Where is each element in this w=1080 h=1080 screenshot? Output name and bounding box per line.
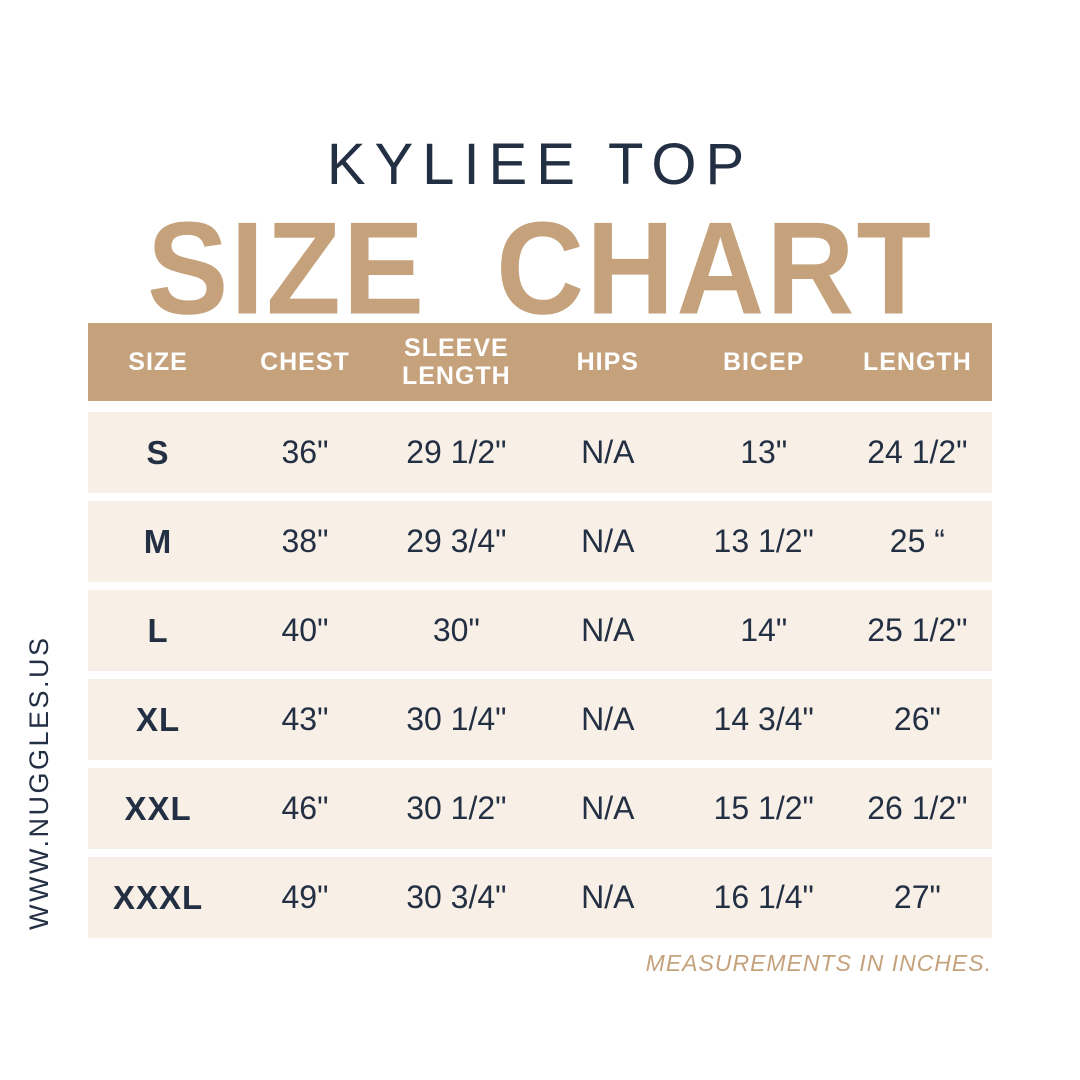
column-header-hips: HIPS xyxy=(576,348,639,376)
hips-value: N/A xyxy=(581,434,635,470)
hips-value: N/A xyxy=(581,612,635,648)
bicep-value: 14 3/4" xyxy=(713,701,814,737)
size-label: M xyxy=(143,522,173,560)
size-label: XXL xyxy=(124,789,192,827)
size-label: L xyxy=(147,611,169,649)
column-header-chest: CHEST xyxy=(260,348,350,376)
table-row-m: M 38" 29 3/4" N/A 13 1/2" 25 “ xyxy=(88,501,992,582)
column-header-bicep: BICEP xyxy=(723,348,805,376)
hips-value: N/A xyxy=(581,879,635,915)
chest-value: 49" xyxy=(281,879,329,915)
bicep-value: 13" xyxy=(740,434,788,470)
bicep-value: 15 1/2" xyxy=(713,790,814,826)
chest-value: 43" xyxy=(281,701,329,737)
chest-value: 46" xyxy=(281,790,329,826)
sleeve-length-value: 29 3/4" xyxy=(406,523,507,559)
bicep-value: 13 1/2" xyxy=(713,523,814,559)
hips-value: N/A xyxy=(581,523,635,559)
size-label: XXXL xyxy=(112,878,204,916)
column-header-sleeve-length: SLEEVE LENGTH xyxy=(401,334,511,390)
chest-value: 40" xyxy=(281,612,329,648)
table-row-xxxl: XXXL 49" 30 3/4" N/A 16 1/4" 27" xyxy=(88,857,992,938)
size-label: XL xyxy=(135,700,181,738)
column-header-length: LENGTH xyxy=(862,348,972,376)
measurements-footnote: MEASUREMENTS IN INCHES. xyxy=(645,950,992,976)
length-value: 27" xyxy=(893,879,941,915)
sleeve-length-value: 30 3/4" xyxy=(406,879,507,915)
sleeve-length-value: 30 1/4" xyxy=(406,701,507,737)
length-value: 25 1/2" xyxy=(867,612,968,648)
length-value: 24 1/2" xyxy=(867,434,968,470)
chest-value: 36" xyxy=(281,434,329,470)
sleeve-length-value: 30" xyxy=(432,612,480,648)
table-row-xxl: XXL 46" 30 1/2" N/A 15 1/2" 26 1/2" xyxy=(88,768,992,849)
sleeve-length-value: 29 1/2" xyxy=(406,434,507,470)
size-label: S xyxy=(146,433,170,471)
size-chart-heading: SIZE CHART xyxy=(147,194,933,342)
hips-value: N/A xyxy=(581,790,635,826)
length-value: 26" xyxy=(893,701,941,737)
sleeve-length-value: 30 1/2" xyxy=(406,790,507,826)
table-row-l: L 40" 30" N/A 14" 25 1/2" xyxy=(88,590,992,671)
column-header-size: SIZE xyxy=(128,348,188,376)
chest-value: 38" xyxy=(281,523,329,559)
bicep-value: 16 1/4" xyxy=(713,879,814,915)
table-header-row: SIZE CHEST SLEEVE LENGTH HIPS BICEP LENG… xyxy=(88,323,992,401)
website-url: WWW.NUGGLES.US xyxy=(24,635,54,930)
bicep-value: 14" xyxy=(740,612,788,648)
length-value: 25 “ xyxy=(889,523,945,559)
length-value: 26 1/2" xyxy=(867,790,968,826)
hips-value: N/A xyxy=(581,701,635,737)
product-title: KYLIEE TOP xyxy=(326,132,754,197)
table-row-s: S 36" 29 1/2" N/A 13" 24 1/2" xyxy=(88,412,992,493)
size-table: SIZE CHEST SLEEVE LENGTH HIPS BICEP LENG… xyxy=(88,323,992,938)
table-row-xl: XL 43" 30 1/4" N/A 14 3/4" 26" xyxy=(88,679,992,760)
